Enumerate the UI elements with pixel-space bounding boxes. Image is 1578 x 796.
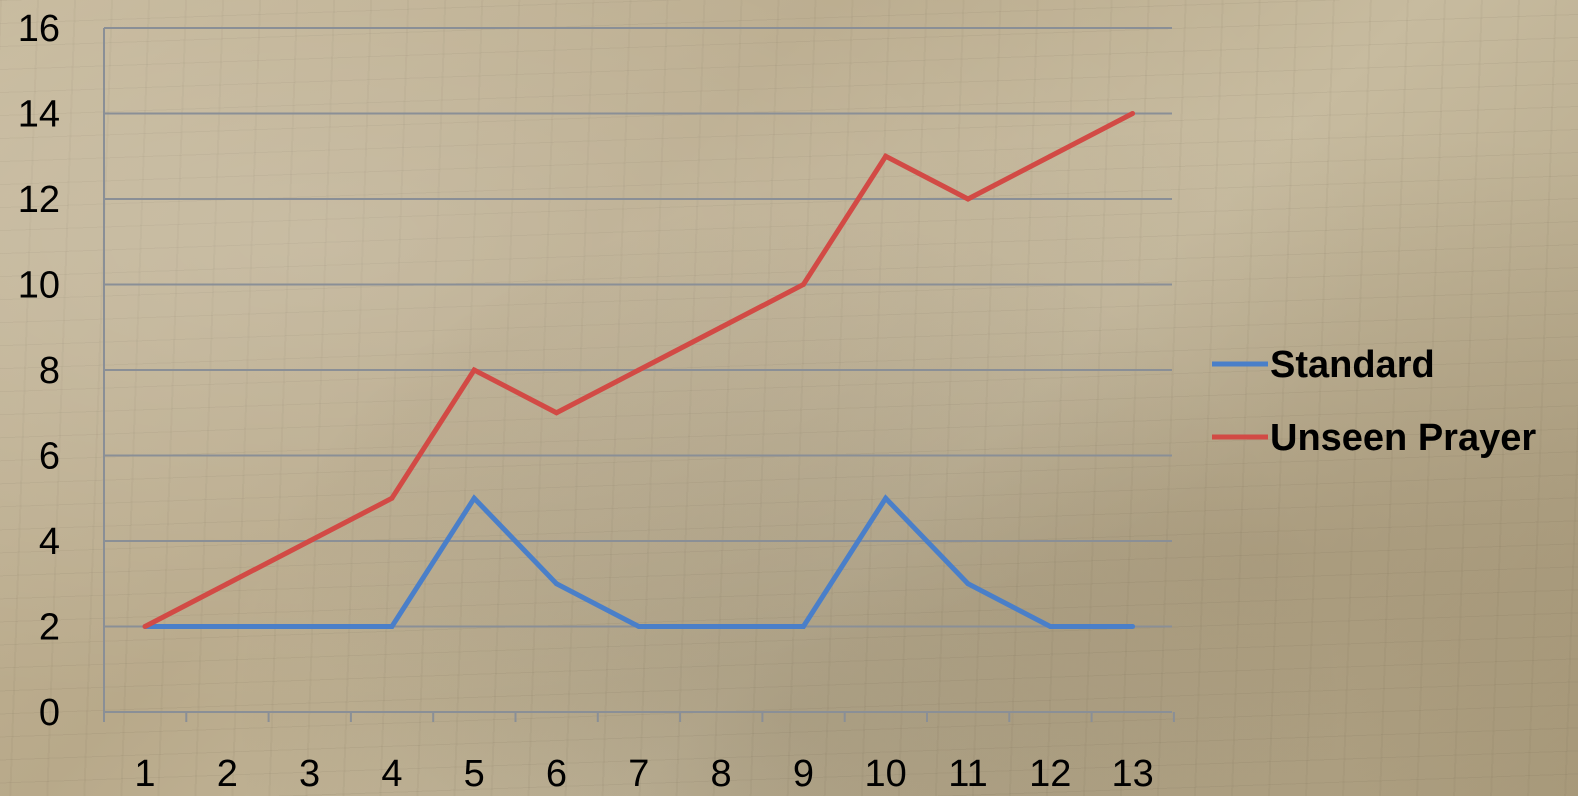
- y-tick-label: 16: [18, 8, 60, 50]
- series-line-standard: [145, 494, 1133, 629]
- x-tick-label: 13: [1111, 753, 1153, 795]
- x-tick-label: 11: [948, 753, 987, 795]
- data-point: [307, 538, 313, 544]
- data-point: [883, 495, 889, 501]
- legend-item-unseen-prayer: Unseen Prayer: [1212, 417, 1536, 459]
- data-point: [471, 495, 477, 501]
- data-point: [800, 282, 806, 287]
- data-point: [718, 624, 724, 629]
- y-tick-label: 14: [18, 94, 60, 136]
- x-tick-label: 10: [865, 753, 907, 795]
- data-point: [554, 410, 559, 416]
- data-point: [307, 624, 313, 629]
- x-tick-label: 6: [546, 753, 567, 795]
- data-point: [389, 495, 395, 501]
- x-tick-label: 8: [711, 753, 732, 795]
- y-tick-label: 2: [39, 607, 60, 649]
- x-tick-label: 1: [134, 753, 155, 795]
- y-tick-label: 0: [39, 692, 60, 734]
- y-tick-label: 4: [39, 521, 60, 563]
- y-tick-label: 10: [18, 265, 60, 307]
- x-axis-tick-labels: 1 2 3 4 5 6 7 8 9 10 11 12 13: [134, 753, 1153, 795]
- data-point: [142, 624, 148, 629]
- series-lines: [142, 111, 1136, 629]
- x-tick-label: 9: [793, 753, 814, 795]
- data-point: [636, 624, 642, 629]
- data-point: [224, 581, 230, 587]
- legend: Standard Unseen Prayer: [1212, 344, 1536, 459]
- axes: [103, 28, 1175, 722]
- y-tick-label: 8: [39, 350, 60, 392]
- data-point: [965, 196, 971, 202]
- data-point: [1130, 111, 1136, 116]
- data-point: [883, 153, 889, 159]
- data-point: [800, 624, 806, 629]
- legend-item-standard: Standard: [1212, 344, 1435, 386]
- data-point: [1047, 624, 1053, 629]
- data-point: [1047, 153, 1053, 159]
- data-point: [718, 324, 724, 330]
- data-point: [471, 367, 477, 373]
- x-tick-label: 4: [381, 753, 402, 795]
- data-point: [1130, 624, 1136, 629]
- legend-label: Standard: [1270, 344, 1435, 386]
- y-tick-label: 6: [39, 436, 60, 478]
- data-point: [554, 581, 559, 587]
- data-point: [389, 624, 395, 629]
- y-tick-label: 12: [18, 179, 60, 221]
- data-point: [224, 624, 230, 629]
- legend-label: Unseen Prayer: [1270, 417, 1536, 459]
- y-axis-tick-labels: 0 2 4 6 8 10 12 14 16: [18, 8, 60, 734]
- data-point: [636, 367, 642, 373]
- data-point: [965, 581, 971, 587]
- x-tick-label: 3: [299, 753, 320, 795]
- x-tick-label: 2: [217, 753, 238, 795]
- gridlines: [104, 27, 1172, 628]
- x-tick-label: 5: [464, 753, 485, 795]
- x-tick-label: 7: [628, 753, 649, 795]
- x-tick-label: 12: [1029, 753, 1071, 795]
